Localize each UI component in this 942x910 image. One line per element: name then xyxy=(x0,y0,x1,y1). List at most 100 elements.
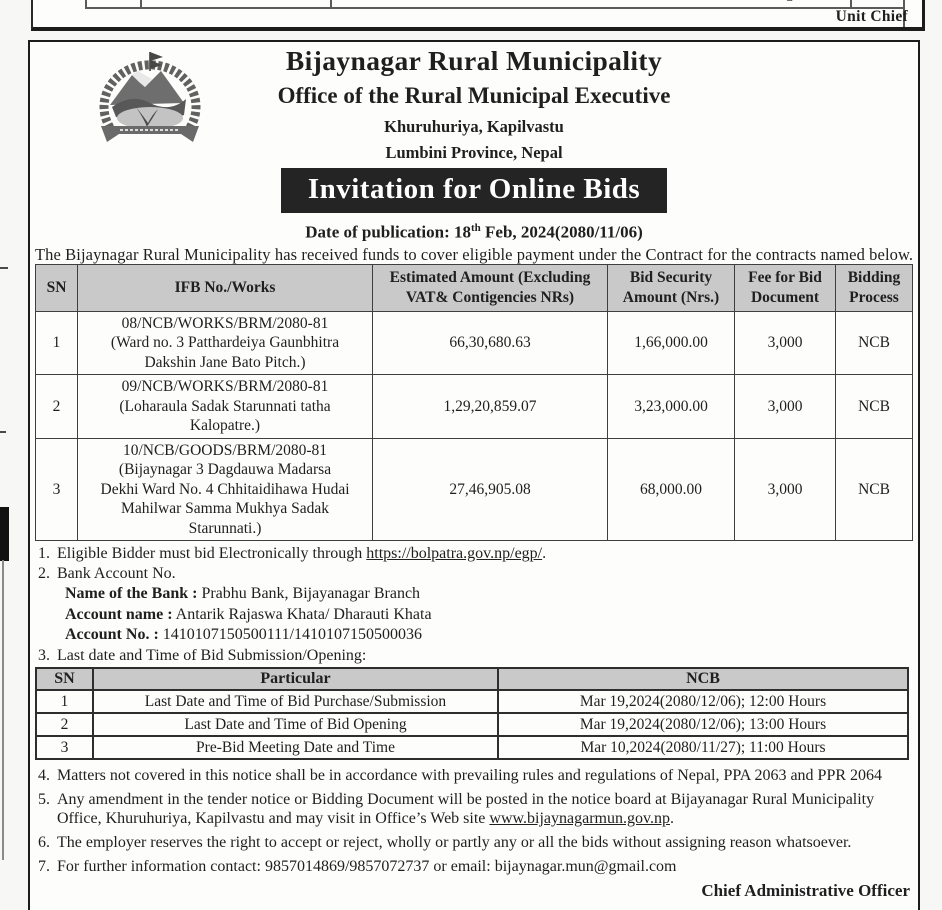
note-text-suffix: . xyxy=(669,810,674,828)
handshake-figures xyxy=(136,107,158,127)
works-line: Starunnati.) xyxy=(188,519,262,537)
table-fragment-divider xyxy=(85,0,87,7)
account-number-line: Account No. : 1410107150500111/141010715… xyxy=(65,625,918,646)
signature-title: Chief Administrative Officer xyxy=(701,881,910,901)
mountains xyxy=(110,71,184,105)
cell-fee: 3,000 xyxy=(734,374,836,439)
terrace-ground xyxy=(117,107,183,129)
address-line-2: Lumbini Province, Nepal xyxy=(385,143,563,162)
flag-lower-pennant xyxy=(150,60,162,69)
note-text: Last date and Time of Bid Submission/Ope… xyxy=(57,646,367,664)
cell-ncb: Mar 19,2024(2080/12/06); 12:00 Hours xyxy=(497,688,909,714)
works-line: 10/NCB/GOODS/BRM/2080-81 xyxy=(122,441,328,459)
cell-sn: 3 xyxy=(35,734,94,760)
account-number-label: Account No. : xyxy=(65,626,159,644)
cell-sn: 2 xyxy=(35,374,78,439)
works-line: Dekhi Ward No. 4 Chhitaidihawa Hudai xyxy=(100,480,350,498)
col-header-process: Bidding Process xyxy=(835,263,913,312)
cell-sn: 2 xyxy=(35,711,94,737)
table-fragment-divider xyxy=(140,0,142,7)
notes-top: 1. Eligible Bidder must bid Electronical… xyxy=(30,544,918,666)
scan-tick-mark xyxy=(0,431,6,433)
note-item-6: 6. The employer reserves the right to ac… xyxy=(30,833,918,853)
note-number: 7. xyxy=(38,858,50,876)
municipality-website-link[interactable]: www.bijaynagarmun.gov.np xyxy=(489,810,670,828)
cell-estimated-amount: 66,30,680.63 xyxy=(372,310,608,376)
note-number: 5. xyxy=(38,790,50,808)
col-header-works: IFB No./Works xyxy=(77,263,373,312)
bank-name-value: Prabhu Bank, Bijayanagar Branch xyxy=(197,585,421,603)
wreath xyxy=(99,60,201,136)
flag-upper-pennant xyxy=(150,52,163,61)
account-name-line: Account name : Antarik Rajaswa Khata/ Dh… xyxy=(65,605,918,626)
bank-name-line: Name of the Bank : Prabhu Bank, Bijayana… xyxy=(65,584,918,605)
table-fragment-divider xyxy=(903,0,905,27)
cell-fee: 3,000 xyxy=(734,310,836,376)
bids-table-header-row: SN IFB No./Works Estimated Amount (Exclu… xyxy=(35,263,913,312)
note-text-prefix: Any amendment in the tender notice or Bi… xyxy=(57,790,875,828)
cell-particular: Pre-Bid Meeting Date and Time xyxy=(92,734,499,760)
table-row: 1 08/NCB/WORKS/BRM/2080-81 (Ward no. 3 P… xyxy=(35,310,913,376)
bank-name-label: Name of the Bank : xyxy=(65,585,198,603)
table-row: 2 09/NCB/WORKS/BRM/2080-81 (Loharaula Sa… xyxy=(35,374,913,439)
note-number: 2. xyxy=(38,565,50,583)
scan-smudge-bar xyxy=(0,507,9,561)
note-text: Any amendment in the tender notice or Bi… xyxy=(57,790,918,829)
publication-date: Date of publication: 18th Feb, 2024(2080… xyxy=(30,218,918,243)
cell-ncb: Mar 19,2024(2080/12/06); 13:00 Hours xyxy=(497,711,909,737)
works-line: (Bijaynagar 3 Dagdauwa Madarsa xyxy=(118,461,332,479)
cell-process: NCB xyxy=(835,310,913,376)
note-text-suffix: . xyxy=(542,545,547,563)
address-line-1: Khuruhuriya, Kapilvastu xyxy=(384,117,564,136)
col-header-ncb: NCB xyxy=(497,666,909,691)
previous-notice-fragment: g Unit Chief xyxy=(31,0,925,31)
snow-peak xyxy=(132,71,152,87)
note-number: 3. xyxy=(38,646,50,664)
works-line: Mahilwar Samma Mukhya Sadak xyxy=(121,500,329,518)
bolpatra-link[interactable]: https://bolpatra.gov.np/egp/ xyxy=(366,545,543,563)
table-row: 1 Last Date and Time of Bid Purchase/Sub… xyxy=(35,688,909,714)
note-text: The employer reserves the right to accep… xyxy=(57,834,852,852)
note-item-5: 5. Any amendment in the tender notice or… xyxy=(30,790,918,829)
table-row: 3 Pre-Bid Meeting Date and Time Mar 10,2… xyxy=(35,734,909,760)
note-text: Eligible Bidder must bid Electronically … xyxy=(57,544,918,564)
scan-tick-mark xyxy=(0,267,8,269)
account-name-value: Antarik Rajaswa Khata/ Dharauti Khata xyxy=(172,605,432,623)
cell-sn: 3 xyxy=(35,437,78,542)
office-subtitle: Office of the Rural Municipal Executive xyxy=(277,83,671,108)
document-header: Bijaynagar Rural Municipality Office of … xyxy=(30,42,918,243)
unit-chief-label: Unit Chief xyxy=(835,8,908,25)
publication-date-prefix: Date of publication: 18 xyxy=(305,222,471,242)
col-header-fee: Fee for Bid Document xyxy=(734,263,836,312)
cell-bid-security: 3,23,000.00 xyxy=(607,374,735,439)
note-item-2: 2. Bank Account No. xyxy=(30,564,918,584)
works-line: 09/NCB/WORKS/BRM/2080-81 xyxy=(121,378,329,396)
table-row: 3 10/NCB/GOODS/BRM/2080-81 (Bijaynagar 3… xyxy=(35,437,913,542)
note-item-3: 3. Last date and Time of Bid Submission/… xyxy=(30,646,918,666)
cut-off-text-fragment: g xyxy=(786,0,794,3)
note-item-7: 7. For further information contact: 9857… xyxy=(30,857,918,877)
works-line: Dakshin Jane Bato Pitch.) xyxy=(144,353,306,371)
bids-table: SN IFB No./Works Estimated Amount (Exclu… xyxy=(35,263,913,542)
note-item-1: 1. Eligible Bidder must bid Electronical… xyxy=(30,544,918,564)
note-number: 1. xyxy=(38,545,50,563)
cell-sn: 1 xyxy=(35,688,94,714)
publication-date-ordinal: th xyxy=(471,222,481,234)
note-number: 4. xyxy=(38,766,50,784)
note-text-prefix: Eligible Bidder must bid Electronically … xyxy=(57,545,367,563)
schedule-header-row: SN Particular NCB xyxy=(35,666,909,691)
table-fragment-divider xyxy=(850,0,852,7)
nepal-emblem-logo xyxy=(99,52,201,142)
col-header-estimated: Estimated Amount (Excluding VAT& Contige… xyxy=(372,263,608,312)
account-number-value: 1410107150500111/1410107150500036 xyxy=(158,626,423,644)
notice-document: Bijaynagar Rural Municipality Office of … xyxy=(28,40,920,910)
note-text: For further information contact: 9857014… xyxy=(57,858,677,876)
note-text: Matters not covered in this notice shall… xyxy=(57,766,883,784)
works-line: (Loharaula Sadak Starunnati tatha xyxy=(119,397,331,415)
ribbon-banner xyxy=(101,126,199,142)
table-fragment-divider xyxy=(330,0,332,7)
cell-estimated-amount: 27,46,905.08 xyxy=(372,437,608,542)
note-text: Bank Account No. xyxy=(57,565,176,583)
schedule-table: SN Particular NCB 1 Last Date and Time o… xyxy=(35,666,909,760)
